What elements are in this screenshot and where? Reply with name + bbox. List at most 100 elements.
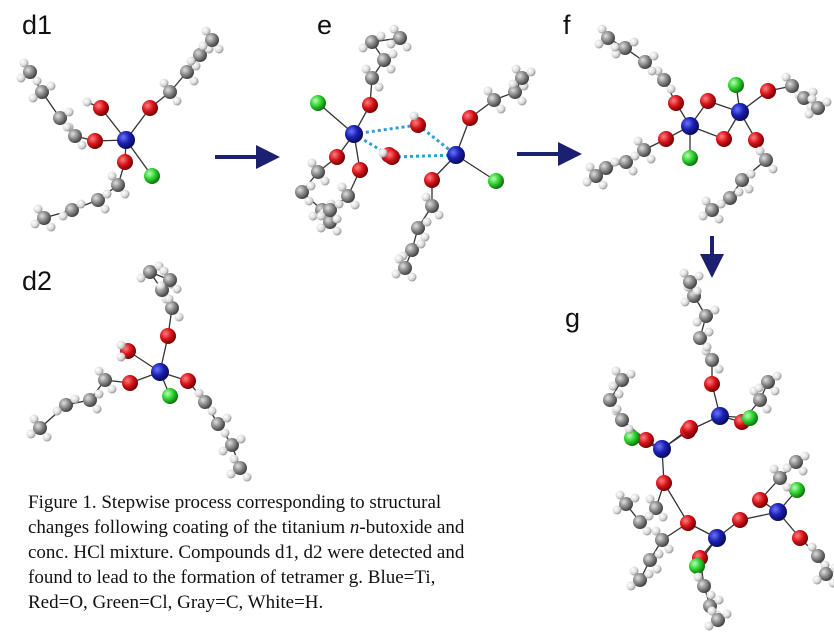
carbon-atom bbox=[657, 73, 671, 87]
carbon-atom bbox=[711, 613, 725, 627]
oxygen-atom bbox=[180, 373, 196, 389]
hydrogen-atom bbox=[320, 176, 330, 186]
caption-line-1: Figure 1. Stepwise process corresponding… bbox=[28, 492, 442, 513]
oxygen-atom bbox=[87, 133, 103, 149]
hydrogen-atom bbox=[386, 64, 396, 74]
oxygen-atom bbox=[656, 475, 672, 491]
titanium-atom bbox=[731, 103, 749, 121]
hydrogen-atom bbox=[594, 39, 604, 49]
hydrogen-atom bbox=[92, 404, 102, 414]
hydrogen-atom bbox=[389, 24, 399, 34]
hydrogen-atom bbox=[694, 271, 704, 281]
carbon-atom bbox=[819, 567, 833, 581]
carbon-atom bbox=[615, 373, 629, 387]
oxygen-atom bbox=[752, 492, 768, 508]
hydrogen-atom bbox=[615, 490, 625, 500]
chlorine-atom bbox=[488, 173, 504, 189]
hydrogen-atom bbox=[64, 107, 74, 117]
hydrogen-atom bbox=[174, 312, 184, 322]
hydrogen-atom bbox=[781, 72, 791, 82]
hydrogen-atom bbox=[508, 79, 518, 89]
carbon-atom bbox=[163, 273, 177, 287]
hydrogen-atom bbox=[644, 511, 654, 521]
hydrogen-atom bbox=[722, 609, 732, 619]
hydrogen-atom bbox=[642, 526, 652, 536]
carbon-atom bbox=[759, 153, 773, 167]
hydrogen-atom bbox=[376, 31, 386, 41]
hydrogen-atom bbox=[116, 340, 126, 350]
hydrogen-atom bbox=[664, 544, 674, 554]
hydrogen-atom bbox=[706, 590, 716, 600]
hydrogen-atom bbox=[332, 226, 342, 236]
hydrogen-atom bbox=[746, 169, 756, 179]
panel-label-f: f bbox=[563, 10, 571, 40]
carbon-atom bbox=[405, 243, 419, 257]
carbon-atom bbox=[211, 417, 225, 431]
hydrogen-atom bbox=[120, 189, 130, 199]
panel-label-d1: d1 bbox=[22, 10, 53, 40]
oxygen-atom bbox=[680, 515, 696, 531]
hydrogen-atom bbox=[46, 81, 56, 91]
hydrogen-atom bbox=[808, 87, 818, 97]
oxygen-atom bbox=[732, 512, 748, 528]
hydrogen-atom bbox=[654, 549, 664, 559]
carbon-atom bbox=[603, 393, 617, 407]
caption-italic-n: n bbox=[349, 517, 360, 538]
hydrogen-atom bbox=[416, 239, 426, 249]
hydrogen-atom bbox=[782, 482, 792, 492]
carbon-atom bbox=[53, 111, 67, 125]
carbon-atom bbox=[785, 79, 799, 93]
hydrogen-atom bbox=[394, 254, 404, 264]
hydrogen-atom bbox=[822, 97, 832, 107]
hydrogen-atom bbox=[52, 406, 62, 416]
hydrogen-atom bbox=[102, 189, 112, 199]
oxygen-atom bbox=[716, 131, 732, 147]
hydrogen-atom bbox=[434, 210, 444, 220]
carbon-atom bbox=[111, 178, 125, 192]
carbon-atom bbox=[637, 143, 651, 157]
hydrogen-atom bbox=[19, 58, 29, 68]
hydrogen-atom bbox=[42, 432, 52, 442]
oxygen-atom bbox=[122, 375, 138, 391]
carbon-atom bbox=[735, 173, 749, 187]
hydrogen-atom bbox=[307, 158, 317, 168]
chlorine-atom bbox=[728, 77, 744, 93]
carbon-atom bbox=[697, 579, 711, 593]
panel-label-g: g bbox=[565, 303, 581, 333]
caption-line-2-start: changes following coating of the titaniu… bbox=[28, 517, 350, 538]
hydrogen-atom bbox=[646, 154, 656, 164]
hydrogen-atom bbox=[220, 428, 230, 438]
hydrogen-atom bbox=[769, 464, 779, 474]
hydrogen-atom bbox=[421, 192, 431, 202]
chlorine-atom bbox=[162, 388, 178, 404]
hydrogen-atom bbox=[754, 383, 764, 393]
oxygen-atom bbox=[160, 328, 176, 344]
hydrogen-atom bbox=[116, 352, 126, 362]
carbon-atom bbox=[295, 185, 309, 199]
hydrogen-atom bbox=[76, 199, 86, 209]
hydrogen-atom bbox=[107, 171, 117, 181]
hydrogen-atom bbox=[159, 266, 169, 276]
hydrogen-atom bbox=[658, 512, 668, 522]
carbon-atom bbox=[365, 71, 379, 85]
oxygen-atom bbox=[638, 432, 654, 448]
hydrogen-atom bbox=[207, 406, 217, 416]
hydrogen-atom bbox=[517, 96, 527, 106]
carbon-atom bbox=[683, 275, 697, 289]
hydrogen-atom bbox=[62, 122, 72, 132]
oxygen-atom bbox=[362, 97, 378, 113]
hydrogen-atom bbox=[698, 211, 708, 221]
carbon-atom bbox=[341, 189, 355, 203]
hydrogen-atom bbox=[611, 49, 621, 59]
hydrogen-atom bbox=[710, 305, 720, 315]
oxygen-atom bbox=[462, 110, 478, 126]
hydrogen-atom bbox=[630, 493, 640, 503]
hydrogen-atom bbox=[744, 184, 754, 194]
carbon-atom bbox=[487, 93, 501, 107]
hydrogen-atom bbox=[598, 180, 608, 190]
carbon-atom bbox=[619, 497, 633, 511]
figure-caption: Figure 1. Stepwise process corresponding… bbox=[28, 490, 588, 615]
oxygen-atom bbox=[682, 420, 698, 436]
chlorine-atom bbox=[689, 558, 705, 574]
hydrogen-atom bbox=[316, 223, 326, 233]
